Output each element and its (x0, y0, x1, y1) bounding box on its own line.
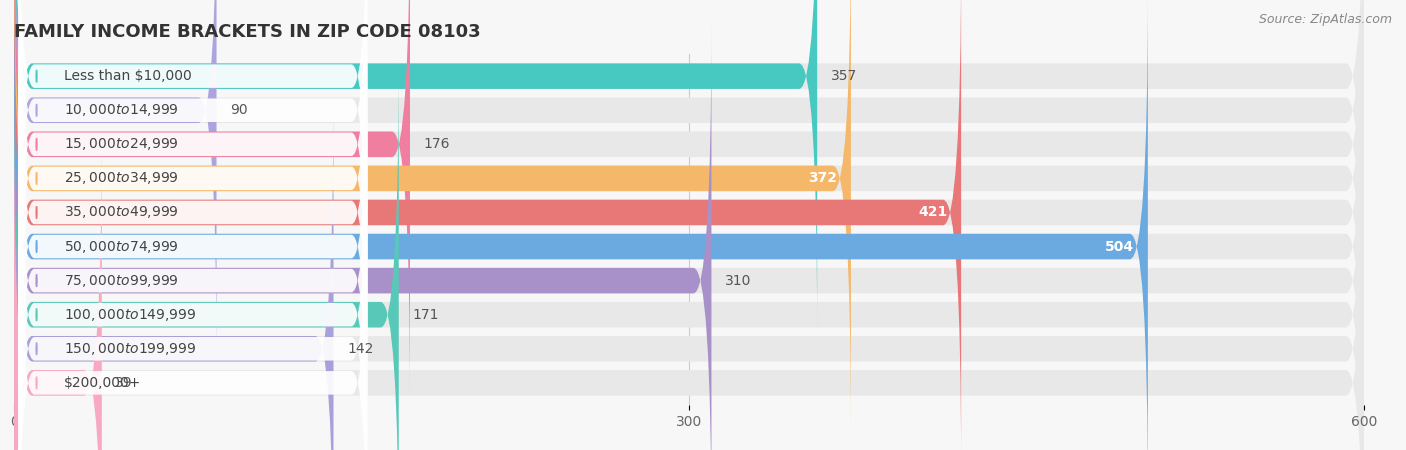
Text: 142: 142 (347, 342, 374, 356)
FancyBboxPatch shape (14, 0, 217, 370)
FancyBboxPatch shape (14, 0, 1364, 438)
FancyBboxPatch shape (18, 0, 367, 371)
FancyBboxPatch shape (14, 0, 851, 438)
Text: 39: 39 (115, 376, 134, 390)
FancyBboxPatch shape (18, 0, 367, 439)
FancyBboxPatch shape (18, 0, 367, 405)
FancyBboxPatch shape (18, 88, 367, 450)
Text: $35,000 to $49,999: $35,000 to $49,999 (63, 204, 179, 220)
Text: $15,000 to $24,999: $15,000 to $24,999 (63, 136, 179, 152)
Text: $200,000+: $200,000+ (63, 376, 141, 390)
Text: Source: ZipAtlas.com: Source: ZipAtlas.com (1258, 14, 1392, 27)
FancyBboxPatch shape (14, 21, 1364, 450)
Text: 372: 372 (808, 171, 838, 185)
Text: $50,000 to $74,999: $50,000 to $74,999 (63, 238, 179, 255)
FancyBboxPatch shape (14, 123, 1364, 450)
Text: 90: 90 (231, 103, 247, 117)
Text: 357: 357 (831, 69, 856, 83)
FancyBboxPatch shape (14, 0, 1364, 404)
FancyBboxPatch shape (14, 89, 1364, 450)
Text: Less than $10,000: Less than $10,000 (63, 69, 191, 83)
Text: $75,000 to $99,999: $75,000 to $99,999 (63, 273, 179, 288)
Text: 504: 504 (1105, 239, 1135, 253)
Text: 421: 421 (918, 206, 948, 220)
Text: 171: 171 (412, 308, 439, 322)
FancyBboxPatch shape (14, 89, 333, 450)
FancyBboxPatch shape (14, 0, 1147, 450)
FancyBboxPatch shape (18, 0, 367, 303)
FancyBboxPatch shape (14, 0, 962, 450)
FancyBboxPatch shape (14, 21, 711, 450)
FancyBboxPatch shape (14, 0, 817, 336)
Text: $25,000 to $34,999: $25,000 to $34,999 (63, 171, 179, 186)
FancyBboxPatch shape (14, 0, 411, 404)
Text: FAMILY INCOME BRACKETS IN ZIP CODE 08103: FAMILY INCOME BRACKETS IN ZIP CODE 08103 (14, 23, 481, 41)
FancyBboxPatch shape (14, 55, 1364, 450)
Text: 176: 176 (423, 137, 450, 151)
FancyBboxPatch shape (14, 0, 1364, 450)
FancyBboxPatch shape (18, 122, 367, 450)
Text: $150,000 to $199,999: $150,000 to $199,999 (63, 341, 195, 357)
FancyBboxPatch shape (18, 20, 367, 450)
FancyBboxPatch shape (18, 0, 367, 337)
FancyBboxPatch shape (18, 54, 367, 450)
Text: $10,000 to $14,999: $10,000 to $14,999 (63, 102, 179, 118)
FancyBboxPatch shape (14, 123, 101, 450)
Text: 310: 310 (725, 274, 751, 288)
Text: $100,000 to $149,999: $100,000 to $149,999 (63, 307, 195, 323)
FancyBboxPatch shape (14, 0, 1364, 370)
FancyBboxPatch shape (18, 156, 367, 450)
FancyBboxPatch shape (14, 0, 1364, 336)
FancyBboxPatch shape (14, 55, 399, 450)
FancyBboxPatch shape (14, 0, 1364, 450)
